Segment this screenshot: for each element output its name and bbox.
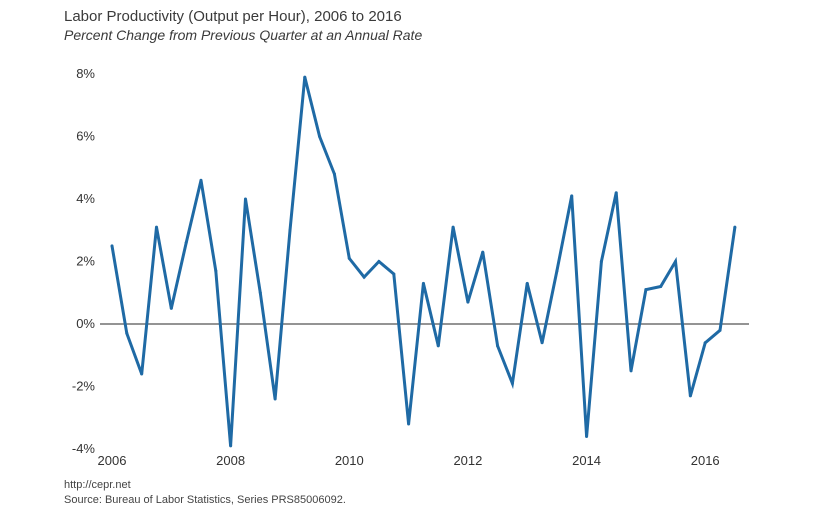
y-tick-label: -4% xyxy=(72,441,96,456)
data-point xyxy=(140,372,144,376)
data-point xyxy=(644,288,648,292)
data-point xyxy=(332,172,336,176)
data-point xyxy=(733,225,737,229)
data-point xyxy=(599,260,603,263)
productivity-series-line xyxy=(110,76,737,447)
data-point xyxy=(243,197,247,201)
data-point xyxy=(585,435,589,438)
x-tick-label: 2010 xyxy=(335,453,364,468)
data-point xyxy=(510,381,514,385)
data-point xyxy=(614,191,618,195)
data-point xyxy=(318,135,322,138)
x-tick-label: 2006 xyxy=(98,453,127,468)
data-point xyxy=(525,281,529,285)
data-points xyxy=(110,75,737,448)
x-axis-ticks: 2006 2008 2010 2012 2014 2016 xyxy=(98,453,720,468)
chart-title: Labor Productivity (Output per Hour), 20… xyxy=(64,8,402,25)
footer-source: Source: Bureau of Labor Statistics, Seri… xyxy=(64,494,346,506)
data-point xyxy=(258,291,262,295)
data-point xyxy=(407,422,411,426)
data-point xyxy=(436,344,440,348)
x-tick-label: 2014 xyxy=(572,453,601,468)
data-point xyxy=(392,272,396,276)
data-point xyxy=(688,394,692,398)
data-point xyxy=(703,341,707,345)
data-point xyxy=(214,269,218,273)
y-tick-label: 4% xyxy=(76,191,95,206)
data-point xyxy=(377,260,381,263)
data-point xyxy=(540,341,544,345)
data-point xyxy=(199,178,203,182)
data-point xyxy=(421,281,425,285)
y-tick-label: 6% xyxy=(76,129,95,144)
data-point xyxy=(303,75,307,79)
x-tick-label: 2016 xyxy=(691,453,720,468)
data-point xyxy=(481,250,485,254)
y-tick-label: -2% xyxy=(72,379,96,394)
data-point xyxy=(110,244,114,248)
data-point xyxy=(496,344,500,348)
data-point xyxy=(347,256,351,260)
y-tick-label: 2% xyxy=(76,254,95,269)
data-point xyxy=(555,269,559,273)
y-tick-label: 0% xyxy=(76,316,95,331)
footer-url: http://cepr.net xyxy=(64,479,131,491)
data-point xyxy=(451,225,455,229)
data-point xyxy=(154,225,158,229)
data-point xyxy=(184,241,188,245)
data-point xyxy=(718,328,722,332)
data-point xyxy=(273,397,277,401)
y-axis-ticks: 8% 6% 4% 2% 0% -2% -4% xyxy=(72,66,96,456)
data-point xyxy=(629,369,633,373)
data-point xyxy=(466,300,470,304)
chart-subtitle: Percent Change from Previous Quarter at … xyxy=(64,27,423,43)
data-point xyxy=(288,228,292,232)
x-tick-label: 2012 xyxy=(453,453,482,468)
data-point xyxy=(229,444,233,448)
x-tick-label: 2008 xyxy=(216,453,245,468)
y-tick-label: 8% xyxy=(76,66,95,81)
data-point xyxy=(169,306,173,310)
data-point xyxy=(570,194,574,198)
data-point xyxy=(674,260,678,263)
data-point xyxy=(659,285,663,288)
data-point xyxy=(125,331,129,335)
data-point xyxy=(362,275,366,279)
